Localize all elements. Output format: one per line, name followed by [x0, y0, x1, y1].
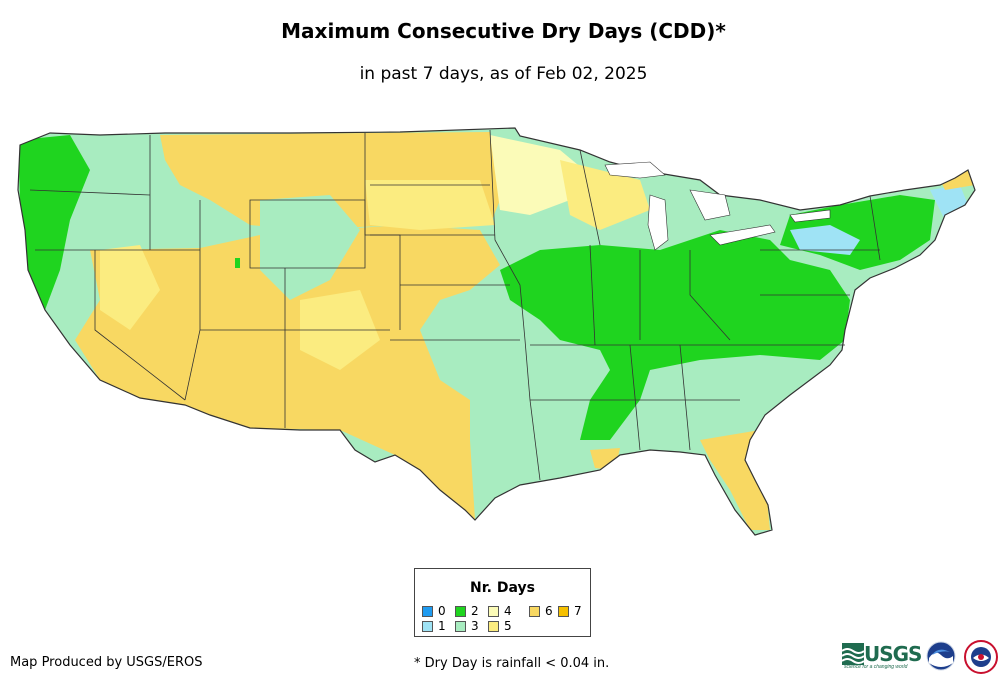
- legend-swatch: [422, 605, 433, 617]
- usgs-tagline: science for a changing world: [844, 664, 908, 670]
- dry-day-footnote: * Dry Day is rainfall < 0.04 in.: [414, 656, 610, 671]
- legend-label: 0: [438, 604, 446, 618]
- lake-superior: [604, 161, 666, 179]
- cdd-zones: [18, 128, 975, 535]
- state-borders: [17, 127, 976, 536]
- legend-item: 1: [422, 619, 446, 633]
- zone-6-days-florida: [700, 430, 770, 530]
- legend-swatch: [529, 605, 540, 617]
- legend-label: 7: [574, 604, 582, 618]
- legend-swatch: [455, 620, 466, 632]
- legend: Nr. Days 0 1 2 3 4 5 6: [414, 568, 591, 637]
- nws-logo-icon: [964, 640, 998, 674]
- border-central: [489, 129, 541, 481]
- legend-label: 2: [471, 604, 479, 618]
- border-ms-al: [629, 344, 641, 451]
- noaa-logo-icon: [926, 641, 956, 671]
- legend-label: 4: [504, 604, 512, 618]
- lake-huron: [689, 189, 731, 221]
- legend-item: 3: [455, 619, 479, 633]
- legend-label: 3: [471, 619, 479, 633]
- border-wyoming: [249, 199, 366, 269]
- legend-swatch: [488, 605, 499, 617]
- zone-2-days-ohio-valley: [500, 230, 850, 440]
- zone-5-days-wisconsin: [560, 160, 650, 230]
- legend-item: 5: [488, 619, 512, 633]
- map-subtitle: in past 7 days, as of Feb 02, 2025: [359, 64, 648, 84]
- legend-swatch: [455, 605, 466, 617]
- zone-5-days-dakotas: [365, 180, 495, 230]
- border-oh-wv: [689, 250, 731, 341]
- zone-2-days-pacific-coast: [18, 135, 90, 310]
- map-title: Maximum Consecutive Dry Days (CDD)*: [281, 19, 726, 43]
- us-cdd-map: [17, 127, 976, 536]
- legend-item: 7: [558, 604, 582, 618]
- legend-swatch: [558, 605, 569, 617]
- border-wa-or: [29, 189, 151, 196]
- lake-michigan: [647, 194, 669, 251]
- border-al-ga: [679, 344, 691, 451]
- zone-1-day-pennsylvania: [790, 225, 860, 255]
- legend-swatch: [488, 620, 499, 632]
- lake-erie: [709, 224, 776, 246]
- great-lakes: [604, 161, 831, 251]
- border-il-in: [589, 244, 596, 346]
- zone-5-days-nevada: [100, 245, 160, 330]
- legend-label: 5: [504, 619, 512, 633]
- legend-title: Nr. Days: [470, 580, 535, 596]
- usgs-wordmark: USGS: [864, 642, 922, 666]
- usgs-wave-icon: [842, 643, 864, 665]
- border-ny-ne: [869, 195, 881, 261]
- legend-item: 6: [529, 604, 553, 618]
- map-credit: Map Produced by USGS/EROS: [10, 655, 203, 670]
- border-wi-mn: [579, 149, 601, 246]
- zone-6-days-southwest: [75, 225, 500, 520]
- zone-2-days-utah-spot: [235, 258, 240, 268]
- legend-label: 1: [438, 619, 446, 633]
- lake-ontario: [789, 209, 831, 223]
- legend-swatch: [422, 620, 433, 632]
- legend-label: 6: [545, 604, 553, 618]
- agency-logos: USGS science for a changing world: [842, 640, 1002, 680]
- zone-4-days-minnesota: [490, 135, 590, 215]
- legend-item: 4: [488, 604, 512, 618]
- border-ca-nv: [94, 250, 186, 401]
- legend-item: 2: [455, 604, 479, 618]
- legend-item: 0: [422, 604, 446, 618]
- us-outline: [17, 127, 976, 536]
- usgs-logo: USGS: [842, 642, 922, 666]
